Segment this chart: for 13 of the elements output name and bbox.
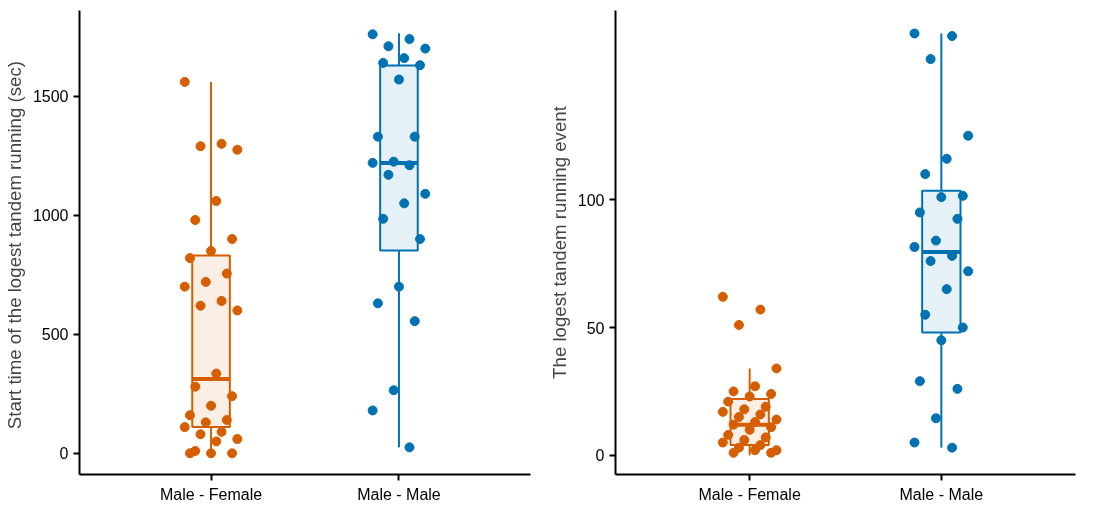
y-tick-label: 0 <box>595 447 605 465</box>
y-tick-label: 50 <box>586 319 605 337</box>
y-tick-label: 1500 <box>32 88 69 106</box>
y-tick-label: 0 <box>59 445 69 463</box>
x-tick-label: Male - Female <box>159 485 263 503</box>
x-tick-label: Male - Male <box>357 485 441 503</box>
y-axis-title: The logest tandem running event <box>548 105 570 379</box>
y-tick-label: 500 <box>41 326 69 344</box>
y-axis-title: Start time of the logest tandem running (sec) <box>3 61 25 430</box>
y-tick-label: 100 <box>577 191 605 209</box>
y-tick-label: 1000 <box>32 207 69 225</box>
x-tick-label: Male - Male <box>899 485 984 503</box>
x-tick-label: Male - Female <box>698 485 801 503</box>
